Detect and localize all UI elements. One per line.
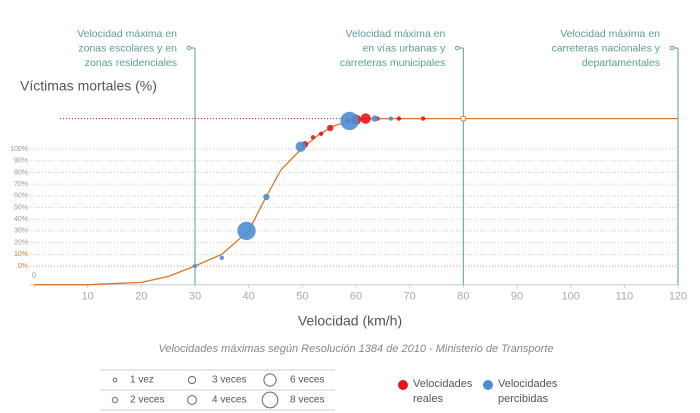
- annotation-dot: [455, 45, 460, 51]
- x-axis-label: Velocidad (km/h): [298, 313, 402, 329]
- bubble: [388, 116, 394, 121]
- x-tick-label: 40: [243, 291, 255, 303]
- annotation-dot: [669, 45, 675, 51]
- legend-table: [100, 369, 335, 411]
- y-tick-label: 30%: [14, 228, 28, 235]
- x-tick-label: 50: [296, 291, 308, 303]
- x-tick-label: 70: [404, 291, 416, 303]
- size-legend-label: 3 veces: [212, 375, 246, 386]
- bubble: [340, 111, 359, 131]
- y-tick-label: 10%: [14, 251, 28, 258]
- x-tick-label: 0: [32, 271, 37, 280]
- annotation-text: carreteras nacionales y: [551, 42, 660, 54]
- annotation-text: zonas escolares y en: [78, 42, 177, 54]
- bubble: [295, 141, 306, 152]
- annotation-text: Velocidad máxima en: [560, 28, 660, 40]
- size-legend-label: 6 veces: [290, 375, 324, 386]
- y-tick-label: 0%: [18, 263, 28, 270]
- size-legend-label: 2 veces: [130, 395, 164, 406]
- annotation-text: Velocidad máxima en: [346, 28, 446, 40]
- legend-label: Velocidades percibidas: [498, 378, 558, 405]
- size-legend-label: 8 veces: [290, 395, 324, 406]
- bubble: [360, 113, 371, 124]
- bubble: [310, 135, 316, 140]
- annotation-text: departamentales: [582, 57, 660, 69]
- annotation-text: Velocidad máxima en: [77, 28, 177, 40]
- bubble: [237, 221, 256, 241]
- legend-swatch: [483, 380, 493, 390]
- y-tick-label: 20%: [14, 239, 28, 246]
- bubble: [420, 116, 426, 121]
- size-legend-circle: [112, 377, 118, 383]
- x-tick-label: 80: [457, 291, 469, 303]
- x-tick-label: 100: [561, 291, 579, 303]
- y-tick-label: 80%: [14, 169, 28, 176]
- bubble: [192, 263, 198, 269]
- size-legend-label: 1 vez: [130, 375, 154, 386]
- size-legend-circle: [187, 375, 197, 385]
- size-legend-circle: [263, 373, 277, 387]
- x-tick-label: 30: [189, 291, 201, 303]
- x-tick-label: 10: [82, 291, 94, 303]
- size-legend-circle: [261, 391, 279, 409]
- legend-label: Velocidades reales: [413, 378, 473, 405]
- limit-marker: [460, 115, 467, 122]
- x-tick-label: 20: [135, 291, 147, 303]
- annotation-text: en vías urbanas y: [362, 42, 446, 54]
- x-tick-label: 110: [616, 291, 634, 303]
- curve: [34, 117, 678, 286]
- size-legend-circle: [111, 396, 119, 404]
- annotation-text: carreteras municipales: [340, 57, 446, 69]
- y-tick-label: 90%: [14, 158, 28, 165]
- bubble: [263, 193, 270, 201]
- x-tick-label: 120: [669, 291, 687, 303]
- x-tick-label: 90: [511, 291, 523, 303]
- bubble: [327, 124, 334, 132]
- x-tick-label: 60: [350, 291, 362, 303]
- bubble: [396, 116, 402, 121]
- caption: Velocidades máximas según Resolución 138…: [159, 343, 554, 355]
- bubble: [219, 255, 225, 260]
- size-legend-circle: [187, 395, 197, 405]
- bubble: [371, 115, 378, 122]
- y-tick-label: 70%: [14, 181, 28, 188]
- annotation-dot: [186, 45, 192, 51]
- y-tick-label: 60%: [14, 193, 28, 200]
- y-axis-label: Víctimas mortales (%): [20, 78, 157, 94]
- y-tick-label: 40%: [14, 216, 28, 223]
- legend-swatch: [398, 380, 408, 390]
- y-tick-label: 50%: [14, 204, 28, 211]
- annotation-text: zonas residenciales: [85, 57, 177, 69]
- size-legend-label: 4 veces: [212, 395, 246, 406]
- y-tick-label: 100%: [10, 146, 28, 153]
- bubble: [318, 131, 324, 137]
